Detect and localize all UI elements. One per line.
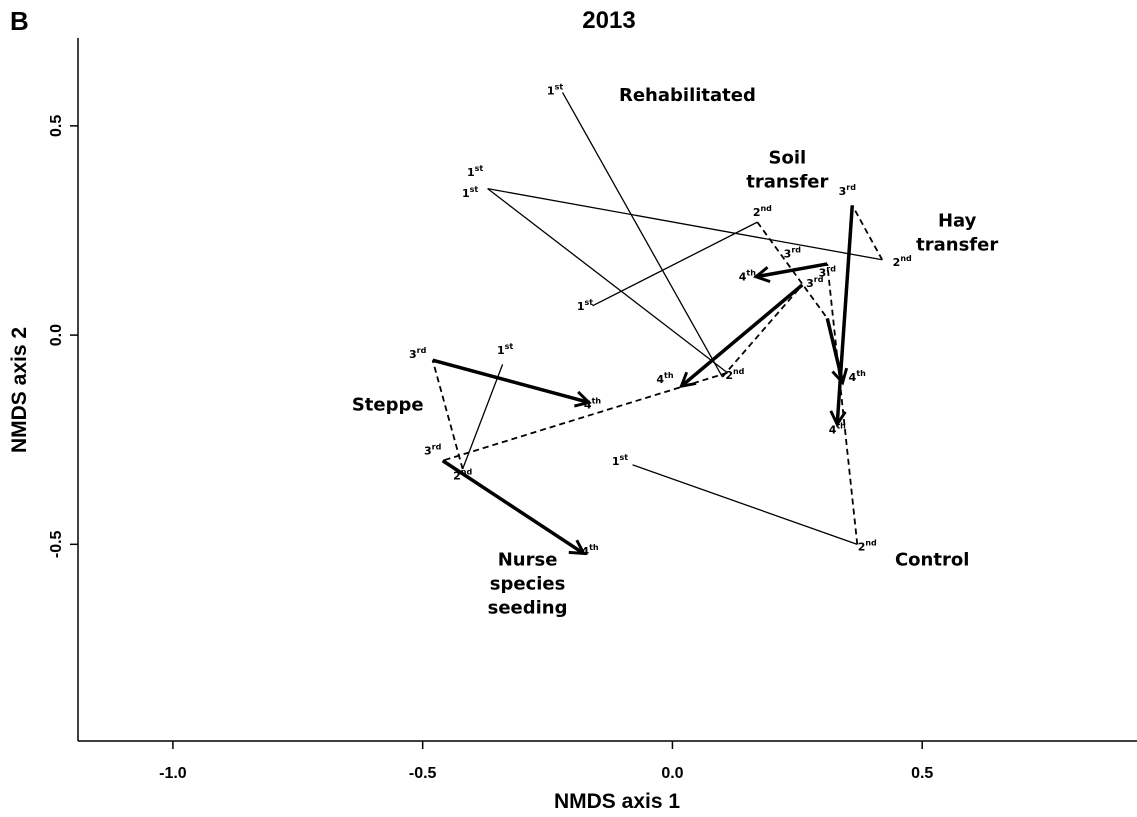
- survey-label: 1st: [497, 342, 513, 357]
- survey-label: 2nd: [725, 367, 744, 382]
- steppe-arrow-3rd-4th: [432, 358, 588, 402]
- rehabilitated-segment-1st-2nd: [561, 92, 723, 378]
- survey-label: 4th: [581, 543, 598, 558]
- point-labels: 1st 2nd 3rd 4th 1st 2nd 3rd 4th 1st 1st 2nd 3rd 4th 1…: [409, 82, 912, 557]
- survey-label: 3rd: [409, 346, 427, 361]
- panel-letter: B: [10, 6, 29, 36]
- nurse-species-seeding-segment-1st-2nd: [487, 188, 728, 374]
- group-label: Nurse species seeding: [488, 549, 568, 618]
- survey-label: 3rd: [784, 246, 802, 261]
- control-segment-1st-2nd: [632, 464, 858, 545]
- nurse-species-seeding-segment-2nd-3rd: [442, 371, 728, 462]
- survey-label: 3rd: [806, 275, 824, 290]
- survey-label: 2nd: [893, 254, 912, 269]
- survey-label: 4th: [829, 421, 846, 436]
- hay-transfer-segment-2nd-3rd: [851, 204, 884, 261]
- steppe-segment-1st-2nd: [462, 364, 504, 470]
- steppe-segment-2nd-3rd: [431, 359, 464, 470]
- survey-label: 2nd: [858, 539, 877, 554]
- group-label: Soil transfer: [746, 148, 828, 193]
- group-labels: Rehabilitated Soil transfer Hay transfer Step…: [352, 85, 999, 618]
- soil-transfer-segment-1st-2nd: [592, 221, 758, 307]
- control-arrow-3rd-4th: [757, 262, 828, 277]
- survey-label: 1st: [462, 185, 478, 200]
- y-axis-title: NMDS axis 2: [8, 327, 31, 453]
- rehabilitated-arrow-3rd-4th: [682, 283, 804, 385]
- survey-label: 2nd: [753, 204, 772, 219]
- x-tick-label: 0.0: [661, 765, 683, 782]
- survey-label: 4th: [656, 371, 673, 386]
- axes: [77, 38, 1137, 742]
- x-tick-label: -0.5: [409, 765, 437, 782]
- group-label: Hay transfer: [916, 210, 998, 255]
- y-tick-label: 0.0: [48, 324, 65, 346]
- control-segment-2nd-3rd: [826, 263, 859, 545]
- y-tick-label: -0.5: [48, 530, 65, 558]
- survey-label: 4th: [739, 269, 756, 284]
- group-label: Rehabilitated: [619, 85, 756, 106]
- x-axis-title: NMDS axis 1: [554, 790, 680, 813]
- trajectories: [431, 92, 884, 553]
- survey-label: 1st: [612, 453, 628, 468]
- x-tick-label: 0.5: [911, 765, 933, 782]
- survey-label: 3rd: [819, 265, 837, 280]
- chart-title: 2013: [582, 7, 635, 34]
- nurse-species-seeding-arrow-3rd-4th: [441, 459, 583, 553]
- survey-label: 3rd: [424, 442, 442, 457]
- group-label: Control: [895, 549, 969, 570]
- survey-label: 2nd: [453, 467, 472, 482]
- survey-label: 1st: [577, 298, 593, 313]
- rehabilitated-segment-2nd-3rd: [721, 284, 803, 378]
- x-ticks: -1.0 -0.5 0.0 0.5: [159, 741, 933, 782]
- survey-label: 4th: [849, 369, 866, 384]
- survey-label: 4th: [584, 396, 601, 411]
- y-tick-label: 0.5: [48, 115, 65, 137]
- survey-label: 1st: [547, 82, 563, 97]
- hay-transfer-segment-1st-2nd: [487, 188, 883, 261]
- group-label: Steppe: [352, 394, 424, 415]
- hay-transfer-arrow-3rd-4th: [837, 205, 855, 423]
- x-tick-label: -1.0: [159, 765, 187, 782]
- y-ticks: 0.5 0.0 -0.5: [48, 115, 78, 558]
- survey-label: 1st: [467, 164, 483, 179]
- survey-label: 3rd: [839, 183, 857, 198]
